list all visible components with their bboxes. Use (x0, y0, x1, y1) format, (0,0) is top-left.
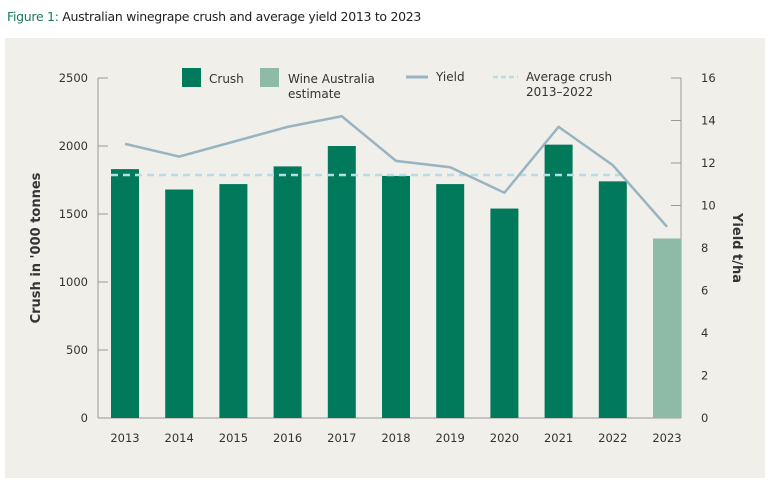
x-tick-label: 2020 (490, 431, 519, 445)
x-tick-label: 2016 (273, 431, 302, 445)
left-tick-label: 2000 (59, 139, 88, 153)
left-tick-label: 0 (81, 411, 88, 425)
legend-swatch-crush (182, 68, 201, 87)
right-tick-label: 14 (701, 114, 716, 128)
x-tick-label: 2021 (544, 431, 573, 445)
y-axis-title: Crush in '000 tonnes (29, 172, 44, 323)
legend-label-average-2: 2013–2022 (526, 85, 593, 99)
left-tick-label: 500 (66, 343, 88, 357)
chart-title: Figure 1: Australian winegrape crush and… (7, 9, 421, 24)
x-tick-label: 2015 (219, 431, 248, 445)
left-tick-label: 1500 (59, 207, 88, 221)
right-tick-label: 12 (701, 156, 716, 170)
figure-label: Figure 1: (7, 9, 59, 24)
x-tick-label: 2018 (381, 431, 410, 445)
bar-2015 (219, 184, 248, 418)
right-tick-label: 2 (701, 369, 708, 383)
title-text: Australian winegrape crush and average y… (62, 9, 422, 24)
legend-label-average-1: Average crush (526, 70, 612, 84)
x-tick-label: 2017 (327, 431, 356, 445)
x-tick-label: 2013 (110, 431, 139, 445)
x-tick-label: 2014 (165, 431, 194, 445)
left-tick-label: 2500 (59, 71, 88, 85)
x-tick-label: 2023 (652, 431, 681, 445)
bar-2020 (490, 208, 519, 418)
left-tick-label: 1000 (59, 275, 88, 289)
right-tick-label: 16 (701, 71, 716, 85)
legend-label-estimate-2: estimate (288, 87, 341, 101)
bar-2018 (382, 175, 410, 418)
bar-2023 (653, 238, 681, 418)
bar-2019 (436, 184, 465, 418)
bar-2014 (165, 189, 194, 418)
right-tick-label: 4 (701, 326, 708, 340)
x-tick-label: 2022 (598, 431, 627, 445)
right-tick-label: 10 (701, 199, 716, 213)
legend-label-crush: Crush (209, 72, 244, 86)
y2-axis-title: Yield t/ha (729, 212, 744, 283)
legend-swatch-estimate (260, 68, 279, 87)
bar-2021 (544, 144, 573, 418)
legend-label-yield: Yield (435, 70, 465, 84)
bar-2013 (111, 169, 139, 418)
legend-label-estimate-1: Wine Australia (288, 72, 375, 86)
right-tick-label: 6 (701, 284, 708, 298)
bar-2017 (327, 146, 356, 418)
bar-2022 (598, 181, 627, 418)
right-tick-label: 0 (701, 411, 708, 425)
x-tick-label: 2019 (436, 431, 465, 445)
right-tick-label: 8 (701, 241, 708, 255)
bar-2016 (273, 166, 302, 418)
